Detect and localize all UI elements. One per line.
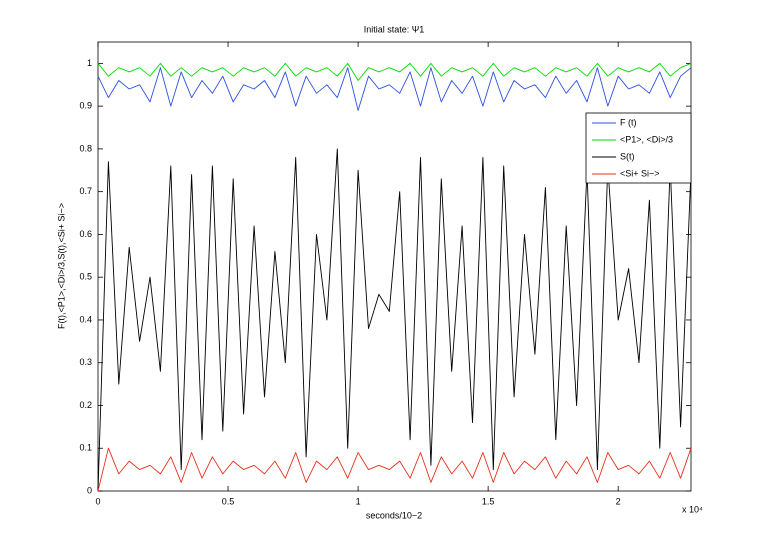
y-tick-label: 0.9 (79, 101, 92, 111)
y-tick-label: 1 (87, 58, 92, 68)
y-tick-label: 0.2 (79, 400, 92, 410)
x-tick-label: 0.5 (222, 496, 235, 506)
x-axis-label: seconds/10−2 (366, 510, 422, 520)
legend-label: S(t) (620, 151, 635, 161)
plot-frame (97, 41, 692, 492)
y-tick-label: 0.8 (79, 143, 92, 153)
y-tick-label: 0.7 (79, 186, 92, 196)
y-tick-label: 0.1 (79, 443, 92, 453)
y-axis-label: F(t),<P1>,<Di>/3,S(t),<Si+ Si−> (56, 203, 66, 329)
y-tick-label: 0.3 (79, 357, 92, 367)
legend-label: <P1>, <Di>/3 (620, 134, 673, 144)
x-tick-label: 1.5 (482, 496, 495, 506)
y-tick-label: 0.6 (79, 229, 92, 239)
series-line (97, 62, 692, 81)
series-line (97, 447, 692, 492)
x-tick-label: 1 (356, 496, 361, 506)
series-line (97, 148, 692, 492)
x-multiplier: x 10⁴ (682, 504, 703, 514)
x-tick-label: 0 (95, 496, 100, 506)
chart-title: Initial state: Ψ1 (364, 24, 425, 34)
legend-label: <Si+ Si−> (620, 168, 660, 178)
legend-box (585, 112, 692, 184)
y-tick-label: 0.4 (79, 314, 92, 324)
x-tick-label: 2 (616, 496, 621, 506)
y-tick-label: 0.5 (79, 272, 92, 282)
y-tick-label: 0 (87, 485, 92, 495)
series-line (97, 67, 692, 111)
legend-label: F (t) (620, 117, 637, 127)
legend: F (t) <P1>, <Di>/3 S(t) <Si+ Si−> (585, 112, 692, 184)
